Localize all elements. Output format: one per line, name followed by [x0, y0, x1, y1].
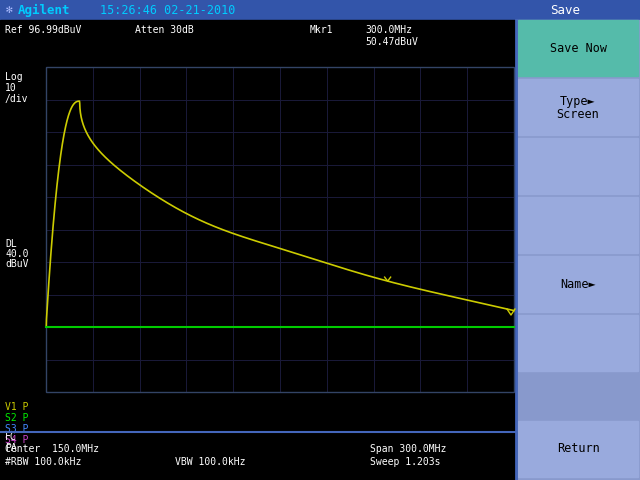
Text: S2 P: S2 P: [5, 413, 29, 423]
Text: FC: FC: [5, 432, 17, 442]
Text: Save: Save: [550, 3, 580, 16]
Text: 15:26:46 02-21-2010: 15:26:46 02-21-2010: [100, 3, 236, 16]
Bar: [0, 432, 516, 480]
Bar: [518, 138, 638, 194]
Bar: [518, 421, 638, 477]
Bar: [0, 20, 516, 480]
Bar: [516, 20, 640, 480]
Text: S3 P: S3 P: [5, 424, 29, 434]
Text: dBuV: dBuV: [5, 259, 29, 269]
Text: Mkr1: Mkr1: [310, 25, 333, 35]
Text: VBW 100.0kHz: VBW 100.0kHz: [175, 457, 246, 467]
Bar: [46, 67, 514, 392]
Text: S4 P: S4 P: [5, 435, 29, 445]
Text: Agilent: Agilent: [18, 3, 70, 16]
Text: Atten 30dB: Atten 30dB: [135, 25, 194, 35]
Text: #RBW 100.0kHz: #RBW 100.0kHz: [5, 457, 81, 467]
Text: Return: Return: [557, 443, 600, 456]
Text: Type►: Type►: [560, 96, 596, 108]
Bar: [518, 197, 638, 253]
Text: 50.47dBuV: 50.47dBuV: [365, 37, 418, 47]
Text: 10: 10: [5, 83, 17, 93]
Text: DL: DL: [5, 239, 17, 249]
Bar: [518, 20, 638, 76]
Text: Save Now: Save Now: [550, 41, 607, 55]
Text: 40.0: 40.0: [5, 249, 29, 259]
Text: V1 P: V1 P: [5, 402, 29, 412]
Bar: [0, 0, 640, 20]
Text: Ref 96.99dBuV: Ref 96.99dBuV: [5, 25, 81, 35]
Text: Span 300.0MHz: Span 300.0MHz: [370, 444, 446, 454]
Text: Name►: Name►: [560, 277, 596, 290]
Bar: [518, 256, 638, 312]
Text: Sweep 1.203s: Sweep 1.203s: [370, 457, 440, 467]
Text: PA: PA: [5, 443, 17, 453]
Bar: [518, 315, 638, 371]
Text: 300.0MHz: 300.0MHz: [365, 25, 412, 35]
Text: Screen: Screen: [557, 108, 600, 120]
Text: /div: /div: [5, 94, 29, 104]
Text: ✻: ✻: [6, 5, 13, 15]
Bar: [46, 67, 514, 392]
Text: Log: Log: [5, 72, 22, 82]
Bar: [518, 79, 638, 135]
Text: Center  150.0MHz: Center 150.0MHz: [5, 444, 99, 454]
